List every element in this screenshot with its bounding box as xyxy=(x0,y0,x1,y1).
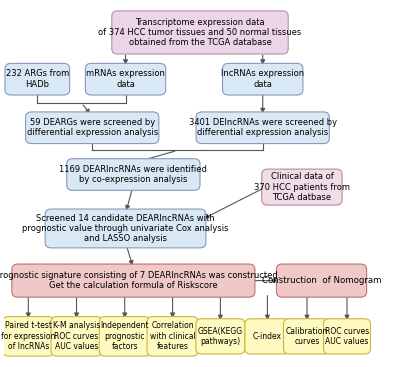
Text: C-index: C-index xyxy=(253,332,282,341)
Text: Clinical data of
370 HCC patients from
TCGA datbase: Clinical data of 370 HCC patients from T… xyxy=(254,172,350,202)
Text: 59 DEARGs were screened by
differential expression analysis: 59 DEARGs were screened by differential … xyxy=(26,118,158,138)
FancyBboxPatch shape xyxy=(222,63,303,95)
Text: A prognostic signature consisting of 7 DEARlncRNAs was constructed.
Get the calc: A prognostic signature consisting of 7 D… xyxy=(0,271,280,290)
FancyBboxPatch shape xyxy=(67,159,200,190)
FancyBboxPatch shape xyxy=(12,264,255,297)
FancyBboxPatch shape xyxy=(276,264,367,297)
Text: lncRNAs expression
data: lncRNAs expression data xyxy=(221,69,304,89)
FancyBboxPatch shape xyxy=(85,63,166,95)
FancyBboxPatch shape xyxy=(196,112,329,143)
Text: 3401 DElncRNAs were screened by
differential expression analysis: 3401 DElncRNAs were screened by differen… xyxy=(189,118,337,138)
FancyBboxPatch shape xyxy=(51,317,102,356)
Text: GSEA(KEGG
pathways): GSEA(KEGG pathways) xyxy=(198,327,243,346)
Text: Independent
prognostic
factors: Independent prognostic factors xyxy=(100,321,149,351)
Text: 1169 DEARlncRNAs were identified
by co-expression analysis: 1169 DEARlncRNAs were identified by co-e… xyxy=(60,165,207,184)
Text: ROC curves
AUC values: ROC curves AUC values xyxy=(325,327,369,346)
FancyBboxPatch shape xyxy=(26,112,159,143)
FancyBboxPatch shape xyxy=(99,317,150,356)
Text: Screened 14 candidate DEARlncRNAs with
prognostic value through univariate Cox a: Screened 14 candidate DEARlncRNAs with p… xyxy=(22,214,229,243)
Text: Correlation
with clinical
features: Correlation with clinical features xyxy=(150,321,196,351)
FancyBboxPatch shape xyxy=(45,209,206,248)
FancyBboxPatch shape xyxy=(3,317,54,356)
FancyBboxPatch shape xyxy=(196,319,245,354)
FancyBboxPatch shape xyxy=(284,319,330,354)
Text: K-M analysis
ROC curves
AUC values: K-M analysis ROC curves AUC values xyxy=(53,321,100,351)
Text: Transcriptome expression data
of 374 HCC tumor tissues and 50 normal tissues
obt: Transcriptome expression data of 374 HCC… xyxy=(98,18,302,47)
FancyBboxPatch shape xyxy=(245,319,290,354)
Text: Paired t-test
for expression
of lncRNAs: Paired t-test for expression of lncRNAs xyxy=(1,321,56,351)
Text: mRNAs expression
data: mRNAs expression data xyxy=(86,69,165,89)
Text: Calibration
curves: Calibration curves xyxy=(286,327,328,346)
FancyBboxPatch shape xyxy=(262,169,342,205)
Text: 232 ARGs from
HADb: 232 ARGs from HADb xyxy=(6,69,69,89)
Text: Construction  of Nomogram: Construction of Nomogram xyxy=(262,276,381,285)
FancyBboxPatch shape xyxy=(147,317,198,356)
FancyBboxPatch shape xyxy=(112,11,288,54)
FancyBboxPatch shape xyxy=(5,63,70,95)
FancyBboxPatch shape xyxy=(324,319,370,354)
